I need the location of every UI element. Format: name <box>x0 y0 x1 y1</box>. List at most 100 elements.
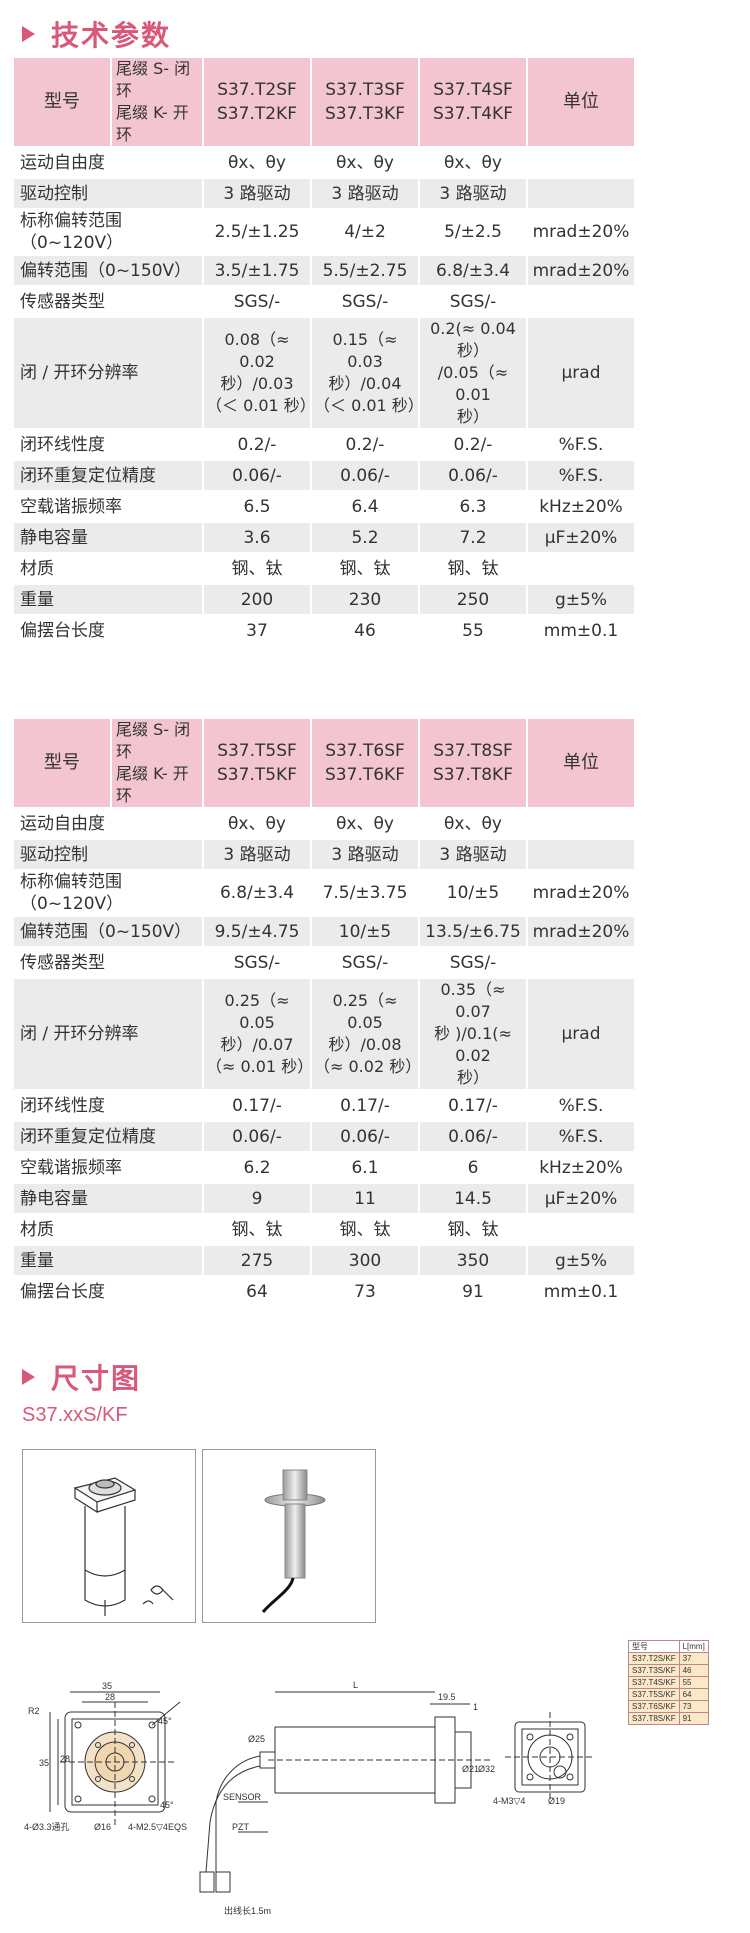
row-value: 2.5/±1.25 <box>204 210 312 256</box>
dim-side-length: L <box>353 1680 358 1690</box>
row-label: 驱动控制 <box>14 840 204 871</box>
row-unit <box>528 809 636 840</box>
row-value: 14.5 <box>420 1184 528 1215</box>
row-value: 0.06/- <box>204 1122 312 1153</box>
suffix-k-label: 尾缀 K- 开环 <box>116 764 189 805</box>
row-value: 3 路驱动 <box>204 840 312 871</box>
row-label: 运动自由度 <box>14 809 204 840</box>
row-value: 55 <box>420 616 528 647</box>
table-header-row: 型号 尾缀 S- 闭环 尾缀 K- 开环 S37.T5SF S37.T5KF S37.T6… <box>14 719 736 809</box>
row-label: 标称偏转范围（0~120V） <box>14 871 204 917</box>
length-table-row: S37.T4S/KF 55 <box>628 1676 709 1689</box>
row-value-line: 0.25（≈ 0.05 <box>224 991 290 1032</box>
header-model-3: S37.T4SF S37.T4KF <box>420 58 528 148</box>
row-unit: kHz±20% <box>528 492 636 523</box>
row-value: 300 <box>312 1246 420 1277</box>
dim-front-height-inner: 28 <box>60 1754 70 1764</box>
spec-table-2: 型号 尾缀 S- 闭环 尾缀 K- 开环 S37.T5SF S37.T5KF S37.T6… <box>14 719 736 1308</box>
table-row: 闭 / 开环分辨率 0.08（≈ 0.02 秒）/0.03 （＜ 0.01 秒） 0.1… <box>14 318 736 430</box>
row-unit: kHz±20% <box>528 1153 636 1184</box>
row-value: 37 <box>204 616 312 647</box>
row-unit: %F.S. <box>528 430 636 461</box>
row-value: 6.8/±3.4 <box>204 871 312 917</box>
row-label: 材质 <box>14 1215 204 1246</box>
row-value: 0.2/- <box>204 430 312 461</box>
row-label: 偏转范围（0~150V） <box>14 256 204 287</box>
row-value: 46 <box>312 616 420 647</box>
row-value: 200 <box>204 585 312 616</box>
length-model: S37.T2S/KF <box>628 1652 680 1665</box>
table-row: 运动自由度 θx、θy θx、θy θx、θy <box>14 809 736 840</box>
dim-front-width-outer: 35 <box>102 1681 112 1691</box>
row-value: 钢、钛 <box>204 554 312 585</box>
header-model-label: 型号 <box>14 58 112 148</box>
row-value: 275 <box>204 1246 312 1277</box>
row-unit: mrad±20% <box>528 917 636 948</box>
suffix-s-label: 尾缀 S- 闭环 <box>116 720 191 761</box>
row-value: 0.2/- <box>420 430 528 461</box>
length-table: 型号 L[mm] S37.T2S/KF 37 S37.T3S/KF 46 S37.T4S/K… <box>628 1640 709 1725</box>
row-value: θx、θy <box>312 809 420 840</box>
table-row: 闭环线性度 0.2/- 0.2/- 0.2/- %F.S. <box>14 430 736 461</box>
row-value: 0.06/- <box>312 1122 420 1153</box>
model-open: S37.T4KF <box>433 104 513 124</box>
row-value: SGS/- <box>204 948 312 979</box>
header-model-3: S37.T8SF S37.T8KF <box>420 719 528 809</box>
label-pzt: PZT <box>232 1822 250 1832</box>
row-label: 闭 / 开环分辨率 <box>14 979 204 1091</box>
row-label: 闭环重复定位精度 <box>14 1122 204 1153</box>
model-open: S37.T2KF <box>217 104 297 124</box>
row-value-line: 0.08（≈ 0.02 <box>224 330 290 371</box>
model-closed: S37.T8SF <box>433 741 513 761</box>
row-unit: mrad±20% <box>528 256 636 287</box>
row-value: 350 <box>420 1246 528 1277</box>
row-unit <box>528 287 636 318</box>
row-value: 6.8/±3.4 <box>420 256 528 287</box>
row-value: 13.5/±6.75 <box>420 917 528 948</box>
row-value: 6.1 <box>312 1153 420 1184</box>
row-label: 闭环线性度 <box>14 430 204 461</box>
row-label: 静电容量 <box>14 1184 204 1215</box>
suffix-k-label: 尾缀 K- 开环 <box>116 103 189 144</box>
table-row: 闭环线性度 0.17/- 0.17/- 0.17/- %F.S. <box>14 1091 736 1122</box>
row-value: 3.6 <box>204 523 312 554</box>
row-value: 钢、钛 <box>312 554 420 585</box>
row-value: 91 <box>420 1277 528 1308</box>
row-label: 传感器类型 <box>14 948 204 979</box>
row-value: θx、θy <box>312 148 420 179</box>
row-value: θx、θy <box>420 809 528 840</box>
row-value: 0.35（≈ 0.07 秒 )/0.1(≈ 0.02 秒） <box>420 979 528 1091</box>
row-value: 7.5/±3.75 <box>312 871 420 917</box>
product-photo-3d-drawing <box>22 1449 196 1623</box>
table-row: 材质 钢、钛 钢、钛 钢、钛 <box>14 1215 736 1246</box>
row-unit <box>528 179 636 210</box>
row-value-line: /0.05（≈ 0.01 <box>437 363 509 404</box>
dimension-drawings: 35 28 R2 35 28 45° 45° 4-Ø3.3通孔 Ø16 4-M2… <box>24 1680 595 1916</box>
row-unit: %F.S. <box>528 461 636 492</box>
triangle-marker-icon <box>22 1369 35 1385</box>
dim-front-width-inner: 28 <box>105 1692 115 1702</box>
row-value: 3 路驱动 <box>312 840 420 871</box>
row-value: 0.06/- <box>420 461 528 492</box>
row-value: 0.08（≈ 0.02 秒）/0.03 （＜ 0.01 秒） <box>204 318 316 430</box>
row-value: 5.2 <box>312 523 420 554</box>
row-unit <box>528 148 636 179</box>
dim-side-d-far: Ø32 <box>478 1764 495 1774</box>
model-closed: S37.T2SF <box>217 80 297 100</box>
row-value-line: 0.2(≈ 0.04 秒） <box>430 319 516 360</box>
row-value: 6 <box>420 1153 528 1184</box>
row-value-line: 秒） <box>456 1068 489 1087</box>
row-label: 偏转范围（0~150V） <box>14 917 204 948</box>
row-value: 6.4 <box>312 492 420 523</box>
row-unit: μF±20% <box>528 523 636 554</box>
row-value-line: 秒）/0.04 <box>328 374 402 393</box>
length-value: 37 <box>678 1652 709 1665</box>
row-unit: mm±0.1 <box>528 616 636 647</box>
row-value-line: （＜ 0.01 秒） <box>314 396 424 415</box>
row-value: θx、θy <box>204 148 312 179</box>
label-sensor: SENSOR <box>223 1792 262 1802</box>
row-unit: %F.S. <box>528 1122 636 1153</box>
header-model-2: S37.T6SF S37.T6KF <box>312 719 420 809</box>
row-value: 3 路驱动 <box>420 840 528 871</box>
row-unit: μrad <box>528 318 636 430</box>
